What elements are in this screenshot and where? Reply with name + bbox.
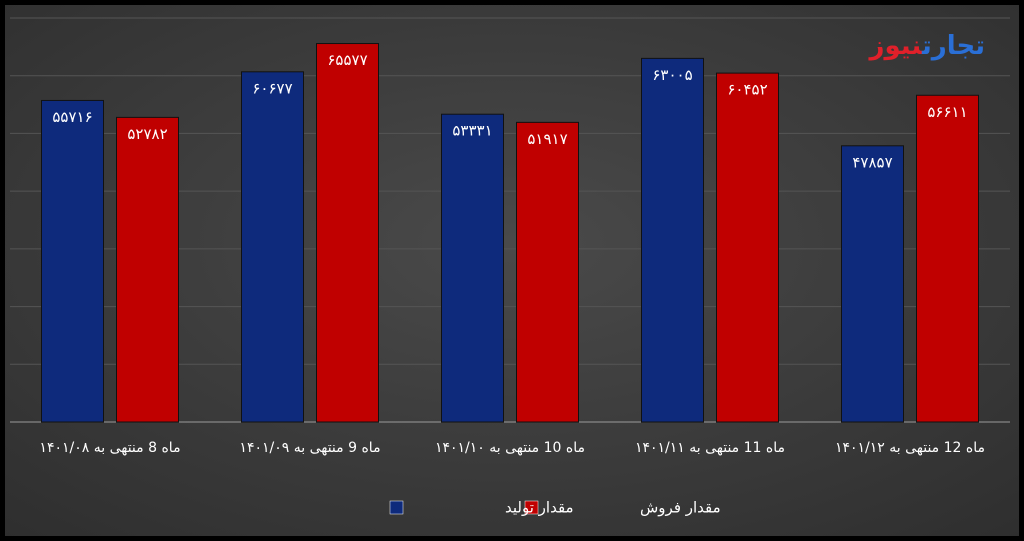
value-label: ۶۰۴۵۲ xyxy=(727,81,767,99)
value-label: ۵۶۶۱۱ xyxy=(927,103,967,121)
value-label: ۵۵۷۱۶ xyxy=(52,108,92,126)
bar xyxy=(516,121,579,423)
bar xyxy=(241,71,304,423)
bar xyxy=(916,94,979,423)
bar xyxy=(116,116,179,423)
x-tick-label: ماه 11 منتهی به ۱۴۰۱/۱۱ xyxy=(635,440,785,456)
bar xyxy=(641,57,704,423)
logo-part: تجارت xyxy=(921,31,985,61)
legend-label: مقدار تولید xyxy=(505,499,574,517)
bar xyxy=(441,113,504,423)
x-tick-label: ماه 8 منتهی به ۱۴۰۱/۰۸ xyxy=(39,440,180,456)
value-label: ۶۰۶۷۷ xyxy=(252,79,292,97)
x-tick-label: ماه 9 منتهی به ۱۴۰۱/۰۹ xyxy=(239,440,380,456)
value-label: ۶۳۰۰۵ xyxy=(652,66,692,84)
value-label: ۵۲۷۸۲ xyxy=(127,125,167,143)
legend-label: مقدار فروش xyxy=(640,499,721,517)
logo: تجارتنیوز xyxy=(868,31,986,61)
x-tick-label: ماه 10 منتهی به ۱۴۰۱/۱۰ xyxy=(435,440,585,456)
x-tick-label: ماه 12 منتهی به ۱۴۰۱/۱۲ xyxy=(835,440,985,456)
logo-part: نیوز xyxy=(868,31,923,61)
value-label: ۵۱۹۱۷ xyxy=(527,130,567,148)
value-label: ۴۷۸۵۷ xyxy=(852,153,892,171)
value-label: ۵۳۳۳۱ xyxy=(452,122,492,140)
legend-swatch xyxy=(389,500,404,515)
bar xyxy=(316,43,379,423)
bar xyxy=(716,72,779,423)
bar xyxy=(41,99,104,423)
bar xyxy=(841,145,904,423)
value-label: ۶۵۵۷۷ xyxy=(327,51,367,69)
legend-swatch xyxy=(524,500,539,515)
